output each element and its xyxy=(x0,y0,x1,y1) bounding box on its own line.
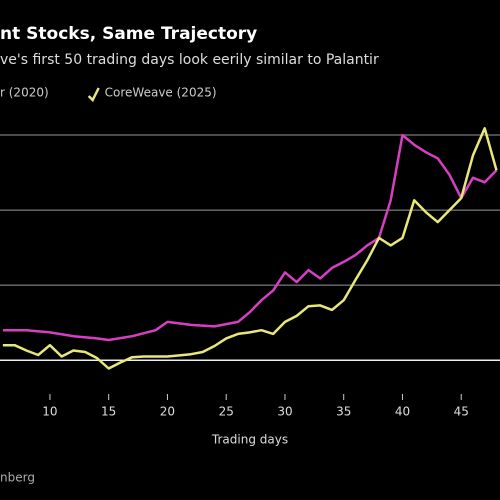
x-tick-label: 45 xyxy=(454,405,469,419)
x-tick-label: 20 xyxy=(160,405,175,419)
x-tick-label: 10 xyxy=(42,405,57,419)
chart-title: nt Stocks, Same Trajectory xyxy=(0,24,257,44)
x-tick-label: 30 xyxy=(277,405,292,419)
x-tick-label: 25 xyxy=(219,405,234,419)
source: nberg xyxy=(0,471,35,485)
series-line xyxy=(2,133,498,342)
chart-subtitle: ve's first 50 trading days look eerily s… xyxy=(0,52,379,68)
series-line xyxy=(2,127,498,370)
legend-swatch xyxy=(87,87,100,103)
legend-label: CoreWeave (2025) xyxy=(105,86,217,100)
x-tick-label: 15 xyxy=(101,405,116,419)
x-axis-label: Trading days xyxy=(211,433,288,447)
x-tick-label: 35 xyxy=(336,405,351,419)
legend-label: r (2020) xyxy=(0,86,49,100)
x-tick-label: 40 xyxy=(395,405,410,419)
